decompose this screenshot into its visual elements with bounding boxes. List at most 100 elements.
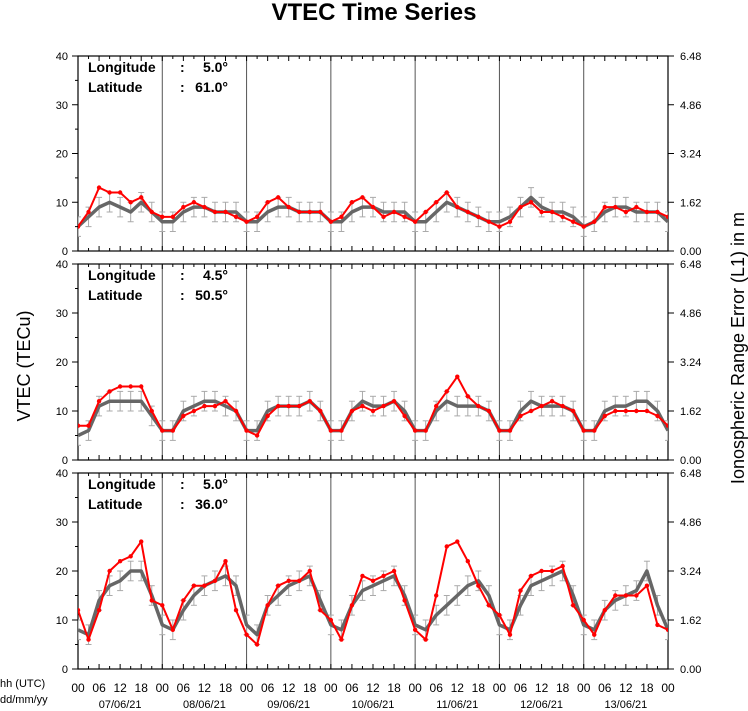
data-point-observed	[244, 219, 249, 224]
data-point-observed	[86, 637, 91, 642]
data-point-observed	[381, 403, 386, 409]
data-point-observed	[560, 563, 565, 569]
x-hour-tick-label: 06	[345, 681, 359, 695]
x-hour-tick-label: 00	[71, 681, 85, 695]
data-point-observed	[275, 195, 281, 200]
data-point-observed	[233, 214, 239, 220]
data-point-observed	[570, 408, 576, 414]
data-point-observed	[486, 408, 492, 414]
data-point-observed	[402, 413, 407, 419]
data-point-observed	[78, 224, 81, 229]
data-point-observed	[507, 632, 513, 637]
data-point-observed	[275, 583, 281, 588]
data-point-observed	[117, 190, 123, 195]
latitude-colon: :	[180, 496, 185, 512]
data-point-observed	[465, 209, 471, 215]
data-point-observed	[570, 603, 576, 608]
x-date-tick-label: 13/06/21	[604, 699, 647, 711]
y-tick-label-right: 1.62	[680, 197, 701, 209]
panel-data	[78, 185, 668, 237]
data-point-observed	[381, 214, 386, 220]
y-tick-label-left: 20	[56, 566, 68, 578]
data-point-observed	[560, 403, 565, 409]
data-point-observed	[486, 219, 492, 224]
data-point-observed	[254, 642, 260, 647]
data-point-observed	[402, 214, 407, 220]
data-point-observed	[560, 214, 565, 220]
longitude-value: 5.0°	[203, 476, 228, 492]
data-point-observed	[539, 568, 544, 574]
data-point-observed	[444, 389, 449, 394]
x-hour-tick-label: 18	[387, 681, 401, 695]
data-point-observed	[497, 612, 502, 618]
data-point-observed	[96, 399, 102, 404]
x-hour-tick-label: 12	[619, 681, 633, 695]
data-point-observed	[412, 219, 418, 224]
data-point-observed	[602, 413, 607, 419]
longitude-label: Longitude	[88, 59, 156, 75]
data-point-observed	[107, 568, 112, 574]
longitude-colon: :	[180, 267, 185, 283]
x-hour-tick-label: 12	[113, 681, 127, 695]
x-hour-tick-label: 06	[177, 681, 191, 695]
data-point-observed	[78, 608, 81, 613]
data-point-observed	[423, 428, 428, 433]
data-point-observed	[644, 408, 650, 414]
data-point-observed	[191, 583, 197, 588]
data-point-observed	[581, 617, 586, 623]
x-date-tick-label: 09/06/21	[267, 699, 310, 711]
data-point-observed	[149, 408, 154, 414]
data-point-observed	[412, 428, 418, 433]
data-point-observed	[434, 403, 439, 409]
latitude-label: Latitude	[88, 496, 143, 512]
data-point-observed	[623, 408, 629, 414]
data-point-observed	[275, 403, 281, 409]
data-point-observed	[286, 578, 291, 583]
data-point-observed	[128, 384, 133, 389]
x-hour-tick-label: 06	[261, 681, 275, 695]
x-hour-tick-label: 12	[451, 681, 465, 695]
x-tick-labels: 00 06 12 18 00 06 12 18 00 06 12 18 00 06 12 18 00 06 12 18…	[71, 681, 675, 711]
data-point-observed	[191, 408, 197, 414]
data-point-observed	[117, 384, 123, 389]
data-point-observed	[78, 423, 81, 428]
x-date-axis-label: dd/mm/yy	[0, 694, 48, 706]
data-point-observed	[191, 200, 197, 205]
data-point-observed	[402, 598, 407, 603]
y-tick-label-left: 40	[56, 468, 68, 480]
data-point-observed	[160, 428, 165, 433]
data-point-observed	[128, 200, 133, 205]
y-tick-label-right: 4.86	[680, 308, 701, 320]
panel-frame	[77, 472, 669, 670]
data-point-observed	[297, 578, 302, 583]
x-date-tick-label: 07/06/21	[99, 699, 142, 711]
y-tick-label-right: 3.24	[680, 149, 701, 161]
data-point-observed	[539, 209, 544, 215]
y-tick-label-left: 10	[56, 406, 68, 418]
data-point-observed	[613, 204, 618, 210]
data-point-observed	[476, 403, 481, 409]
longitude-value: 5.0°	[203, 59, 228, 75]
data-point-observed	[655, 209, 660, 215]
data-point-observed	[423, 637, 428, 642]
data-point-observed	[592, 632, 597, 637]
data-point-observed	[644, 209, 650, 215]
x-hour-tick-label: 00	[577, 681, 591, 695]
data-point-observed	[570, 219, 576, 224]
data-point-observed	[381, 573, 386, 579]
y-tick-label-right: 4.86	[680, 100, 701, 112]
x-hour-tick-label: 00	[408, 681, 422, 695]
data-point-observed	[549, 568, 555, 574]
data-point-observed	[233, 408, 239, 414]
y-axis-label-left: VTEC (TECu)	[14, 310, 34, 421]
data-point-observed	[518, 413, 523, 419]
data-point-observed	[328, 428, 334, 433]
y-tick-label-left: 40	[56, 259, 68, 271]
data-point-observed	[507, 219, 513, 224]
data-point-observed	[549, 209, 555, 215]
data-point-observed	[244, 428, 249, 433]
y-tick-label-right: 4.86	[680, 517, 701, 529]
x-hour-tick-label: 06	[430, 681, 444, 695]
x-hour-tick-label: 12	[535, 681, 549, 695]
x-date-tick-label: 10/06/21	[352, 699, 395, 711]
